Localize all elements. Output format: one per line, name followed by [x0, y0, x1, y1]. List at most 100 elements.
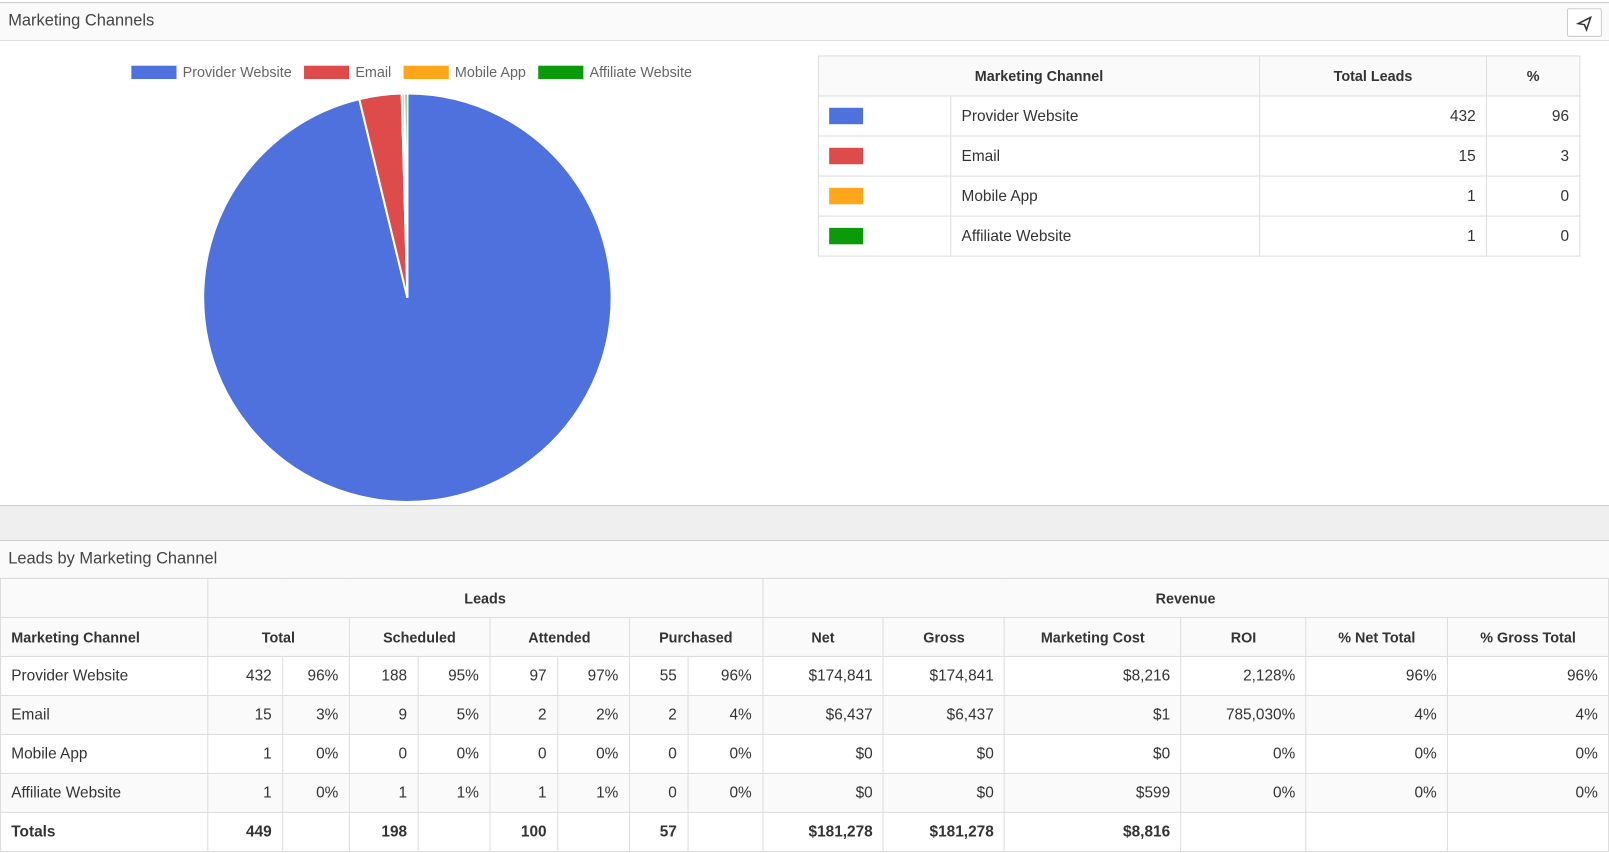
- color-swatch: [829, 107, 864, 125]
- cell: 432: [207, 655, 283, 696]
- column-header: % Net Total: [1305, 616, 1449, 657]
- cell: 0: [628, 733, 689, 774]
- legend-label: Affiliate Website: [590, 65, 692, 81]
- cell: 2,128%: [1180, 655, 1307, 696]
- cell: 96%: [281, 655, 350, 696]
- channel-name: Email: [950, 135, 1261, 177]
- column-header: Scheduled: [348, 616, 491, 657]
- cell: $599: [1004, 772, 1182, 813]
- cell: $174,841: [761, 655, 885, 696]
- cell: 1: [207, 772, 283, 813]
- cell: 0%: [687, 733, 764, 774]
- legend-swatch: [131, 65, 177, 80]
- cell: $6,437: [883, 694, 1006, 735]
- cell: 0: [348, 733, 419, 774]
- table-row: Provider Website 432 96% 188 95% 97 97% 55 96% $1…: [0, 655, 1609, 696]
- cell: $0: [761, 772, 885, 813]
- legend-swatch: [403, 65, 449, 80]
- cell: 96%: [1305, 655, 1449, 696]
- total-cell: 57: [628, 811, 689, 852]
- cell: 1%: [556, 772, 630, 813]
- panel-title: Marketing Channels: [8, 12, 155, 30]
- table-row: Affiliate Website 1 0% 1 1% 1 1% 0 0% $0 $0 $599 0% 0…: [0, 772, 1609, 813]
- cell: $8,216: [1004, 655, 1182, 696]
- panel-header: Marketing Channels: [0, 2, 1609, 42]
- total-cell: $181,278: [883, 811, 1006, 852]
- column-header: Purchased: [628, 616, 764, 657]
- column-header: Marketing Cost: [1004, 616, 1182, 657]
- total-leads: 15: [1259, 135, 1487, 177]
- group-row: Leads Revenue: [0, 577, 1609, 618]
- cell: 2: [628, 694, 689, 735]
- pie-slice: [403, 92, 409, 298]
- cell: $0: [761, 733, 885, 774]
- legend-swatch: [538, 65, 584, 80]
- percent: 0: [1485, 215, 1581, 257]
- color-cell: [817, 95, 952, 137]
- pie-chart: Provider Website Email Mobile App Affiliate…: [131, 65, 692, 503]
- cell: 3%: [281, 694, 350, 735]
- color-swatch: [829, 227, 864, 245]
- channel-name: Provider Website: [950, 95, 1261, 137]
- cell: 188: [348, 655, 419, 696]
- total-cell: $181,278: [761, 811, 885, 852]
- column-header: Total: [207, 616, 350, 657]
- cell: $174,841: [883, 655, 1006, 696]
- cell: 0%: [417, 733, 491, 774]
- cell: $0: [883, 733, 1006, 774]
- empty-cell: [1447, 811, 1609, 852]
- column-header: Total Leads: [1259, 55, 1487, 97]
- panel-title: Leads by Marketing Channel: [8, 550, 218, 568]
- cell: $0: [1004, 733, 1182, 774]
- cell: 0%: [281, 772, 350, 813]
- totals-row: Totals 449 198 100 57 $181,278 $181,278 $8,816: [0, 811, 1609, 852]
- send-button[interactable]: [1567, 8, 1602, 37]
- panel-header: Leads by Marketing Channel: [0, 539, 1609, 579]
- cell: 1: [489, 772, 558, 813]
- table-row: Provider Website 432 96: [817, 95, 1581, 137]
- total-cell: 100: [489, 811, 558, 852]
- cell: 4%: [1305, 694, 1449, 735]
- cell: 9: [348, 694, 419, 735]
- legend-swatch: [304, 65, 350, 80]
- cell: 4%: [1447, 694, 1609, 735]
- percent: 3: [1485, 135, 1581, 177]
- total-leads: 1: [1259, 215, 1487, 257]
- cell: 0%: [1305, 772, 1449, 813]
- cell: 97%: [556, 655, 630, 696]
- cell: 0%: [1180, 772, 1307, 813]
- cell: 785,030%: [1180, 694, 1307, 735]
- empty-cell: [417, 811, 491, 852]
- cell: 0%: [1447, 772, 1609, 813]
- color-cell: [817, 135, 952, 177]
- empty-cell: [281, 811, 350, 852]
- cell: 0: [628, 772, 689, 813]
- cell: 0: [489, 733, 558, 774]
- cell: $6,437: [761, 694, 885, 735]
- percent: 96: [1485, 95, 1581, 137]
- total-cell: $8,816: [1004, 811, 1182, 852]
- total-leads: 432: [1259, 95, 1487, 137]
- cell: Provider Website: [0, 655, 209, 696]
- empty-cell: [1305, 811, 1449, 852]
- cell: 55: [628, 655, 689, 696]
- group-header: Leads: [207, 577, 764, 618]
- cell: 15: [207, 694, 283, 735]
- empty-cell: [1180, 811, 1307, 852]
- cell: 96%: [1447, 655, 1609, 696]
- channel-name: Affiliate Website: [950, 215, 1261, 257]
- empty-cell: [556, 811, 630, 852]
- legend-label: Mobile App: [455, 65, 526, 81]
- color-swatch: [829, 147, 864, 165]
- column-header: Attended: [489, 616, 630, 657]
- blank-header: [0, 577, 209, 618]
- total-cell: 198: [348, 811, 419, 852]
- cell: 0%: [556, 733, 630, 774]
- summary-table: Marketing Channel Total Leads% Provider We…: [817, 55, 1581, 257]
- cell: 5%: [417, 694, 491, 735]
- cell: 0%: [687, 772, 764, 813]
- empty-cell: [687, 811, 764, 852]
- column-header: ROI: [1180, 616, 1307, 657]
- separator: [0, 505, 1609, 541]
